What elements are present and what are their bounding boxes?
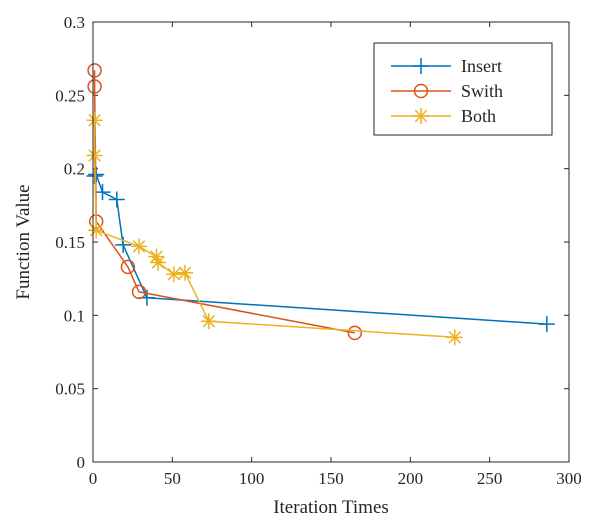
x-tick-label: 250 <box>477 469 503 488</box>
data-point-both <box>87 112 103 128</box>
x-tick-label: 200 <box>398 469 424 488</box>
y-tick-label: 0 <box>77 453 86 472</box>
data-point-insert <box>95 184 111 200</box>
y-axis-label: Function Value <box>13 184 34 299</box>
series-line-both <box>95 120 455 337</box>
legend: Insert Swith Both <box>374 43 552 135</box>
legend-label-insert: Insert <box>461 56 502 76</box>
data-point-both <box>447 329 463 345</box>
data-point-both <box>88 222 104 238</box>
data-point-both <box>177 265 193 281</box>
data-point-both <box>201 313 217 329</box>
y-tick-label: 0.15 <box>55 233 85 252</box>
data-point-both <box>150 255 166 271</box>
legend-items: Insert Swith Both <box>391 56 503 126</box>
legend-marker-both <box>413 108 429 124</box>
y-tick-label: 0.3 <box>64 13 85 32</box>
y-tick-label: 0.25 <box>55 86 85 105</box>
x-tick-label: 0 <box>89 469 98 488</box>
x-axis-label: Iteration Times <box>273 497 389 518</box>
legend-label-swith: Swith <box>461 81 503 101</box>
data-point-swith <box>348 326 361 339</box>
data-point-both <box>131 238 147 254</box>
series-line-swith <box>95 70 355 333</box>
x-tick-label: 300 <box>556 469 582 488</box>
x-tick-label: 150 <box>318 469 344 488</box>
y-tick-label: 0.1 <box>64 306 85 325</box>
x-tick-label: 100 <box>239 469 265 488</box>
y-tick-label: 0.2 <box>64 160 85 179</box>
data-point-both <box>87 147 103 163</box>
data-point-both <box>166 266 182 282</box>
data-point-insert <box>109 191 125 207</box>
data-point-insert <box>115 237 131 253</box>
series-line-insert <box>95 175 547 325</box>
y-tick-label: 0.05 <box>55 380 85 399</box>
x-tick-label: 50 <box>164 469 181 488</box>
legend-label-both: Both <box>461 106 496 126</box>
data-point-insert <box>539 316 555 332</box>
